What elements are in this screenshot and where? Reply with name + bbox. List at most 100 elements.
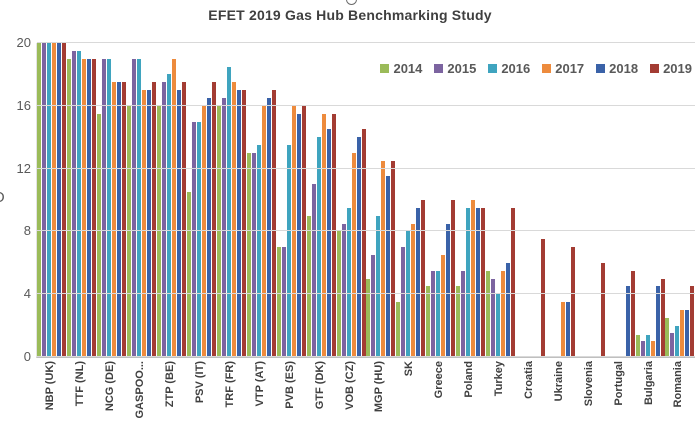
- bar-group-croatia: [516, 43, 546, 357]
- legend-swatch-2017: [542, 64, 552, 73]
- legend-swatch-2016: [488, 64, 498, 73]
- bar-2017-gtf-dk-: [321, 113, 326, 357]
- bar-2018-romania: [685, 309, 690, 357]
- bar-2015-nbp-uk-: [42, 43, 47, 357]
- bar-2018-nbp-uk-: [57, 43, 62, 357]
- legend-label-2014: 2014: [393, 61, 423, 76]
- bar-2019-gtf-dk-: [331, 113, 336, 357]
- bar-2015-sk: [401, 247, 406, 357]
- x-label-text: Greece: [433, 361, 446, 399]
- bar-2019-greece: [451, 200, 456, 357]
- legend-item-2017: 2017: [542, 61, 584, 76]
- x-label-nbp-uk-: NBP (UK): [36, 361, 66, 430]
- plot-area: [36, 42, 695, 358]
- bar-group-ncg-de-: [97, 43, 127, 357]
- bar-2019-vtp-at-: [271, 90, 276, 357]
- bar-2016-vob-cz-: [346, 207, 351, 357]
- x-label-greece: Greece: [425, 361, 455, 430]
- x-label-text: Turkey: [493, 361, 506, 397]
- bar-2015-romania: [670, 333, 675, 357]
- x-label-text: TRF (FR): [223, 361, 236, 408]
- bar-2017-vtp-at-: [261, 105, 266, 357]
- bar-2015-ttf-nl-: [72, 50, 77, 357]
- gridline-0: [37, 356, 695, 357]
- bar-2019-ncg-de-: [122, 82, 127, 357]
- bar-2019-pvb-es-: [301, 105, 306, 357]
- bar-group-ukraine: [545, 43, 575, 357]
- legend-label-2018: 2018: [609, 61, 639, 76]
- bar-group-trf-fr-: [216, 43, 246, 357]
- legend-label-2017: 2017: [555, 61, 585, 76]
- bar-2014-psv-it-: [186, 192, 191, 357]
- bar-2019-nbp-uk-: [62, 43, 67, 357]
- x-label-vtp-at-: VTP (AT): [245, 361, 275, 430]
- x-label-ztp-be-: ZTP (BE): [156, 361, 186, 430]
- bar-2018-ttf-nl-: [87, 58, 92, 357]
- bar-group-ttf-nl-: [67, 43, 97, 357]
- bar-group-gaspoo-: [127, 43, 157, 357]
- bar-2014-turkey: [486, 270, 491, 357]
- bar-group-turkey: [486, 43, 516, 357]
- bar-2016-bulgaria: [645, 335, 650, 357]
- y-tick-label-12: 12: [16, 160, 31, 176]
- bar-2016-gtf-dk-: [316, 137, 321, 357]
- bar-2017-vob-cz-: [351, 152, 356, 357]
- bar-2015-turkey: [491, 278, 496, 357]
- bar-2014-romania: [665, 317, 670, 357]
- x-label-text: VOB (CZ): [343, 361, 356, 410]
- legend-label-2015: 2015: [447, 61, 477, 76]
- x-label-trf-fr-: TRF (FR): [215, 361, 245, 430]
- chart-legend: 2014 2015 2016 2017 2018 2019: [380, 61, 692, 76]
- gridline-16: [37, 104, 695, 106]
- y-tick-label-20: 20: [16, 35, 31, 50]
- x-label-text: VTP (AT): [253, 361, 266, 407]
- bar-2014-ztp-be-: [157, 105, 162, 357]
- bar-2018-gtf-dk-: [326, 129, 331, 357]
- bar-group-portugal: [605, 43, 635, 357]
- bar-2017-ncg-de-: [112, 82, 117, 357]
- legend-item-2015: 2015: [434, 61, 476, 76]
- legend-item-2019: 2019: [650, 61, 692, 76]
- x-label-ukraine: Ukraine: [544, 361, 574, 430]
- bar-2016-turkey: [496, 294, 501, 357]
- legend-swatch-2019: [650, 64, 660, 73]
- bar-2015-psv-it-: [191, 121, 196, 357]
- bar-2018-ukraine: [565, 302, 570, 357]
- bar-2014-gaspoo-: [127, 105, 132, 357]
- bar-2015-poland: [461, 270, 466, 357]
- x-label-text: Ukraine: [552, 361, 565, 402]
- bar-2019-slovenia: [600, 262, 605, 357]
- bar-2016-romania: [675, 325, 680, 357]
- gridline-4: [37, 293, 695, 295]
- bar-2014-trf-fr-: [216, 105, 221, 357]
- bar-2018-vob-cz-: [356, 137, 361, 357]
- y-tick-label-16: 16: [16, 97, 31, 113]
- cropped-top-glyph: [346, 0, 357, 5]
- bar-group-sk: [396, 43, 426, 357]
- bar-2017-pvb-es-: [291, 105, 296, 357]
- bar-2019-turkey: [511, 207, 516, 357]
- bar-2017-trf-fr-: [231, 82, 236, 357]
- x-label-text: SK: [403, 361, 416, 377]
- bar-2019-vob-cz-: [361, 129, 366, 357]
- bar-2018-greece: [446, 223, 451, 357]
- bar-2017-turkey: [501, 270, 506, 357]
- x-label-text: Portugal: [612, 361, 625, 406]
- bar-2014-vtp-at-: [246, 152, 251, 357]
- bar-2017-sk: [411, 223, 416, 357]
- bar-2019-ukraine: [570, 247, 575, 357]
- bar-2016-vtp-at-: [256, 145, 261, 357]
- bar-2014-gtf-dk-: [306, 215, 311, 357]
- bar-2018-gaspoo-: [147, 90, 152, 357]
- bar-2015-vob-cz-: [341, 223, 346, 357]
- bar-group-psv-it-: [186, 43, 217, 357]
- gridline-12: [37, 167, 695, 169]
- x-label-bulgaria: Bulgaria: [634, 361, 664, 430]
- bar-2018-sk: [416, 207, 421, 357]
- bar-group-greece: [426, 43, 456, 357]
- x-label-poland: Poland: [455, 361, 485, 430]
- bar-group-bulgaria: [635, 43, 665, 357]
- bar-group-mgp-hu-: [366, 43, 396, 357]
- bar-2017-nbp-uk-: [52, 43, 57, 357]
- bar-2018-pvb-es-: [296, 113, 301, 357]
